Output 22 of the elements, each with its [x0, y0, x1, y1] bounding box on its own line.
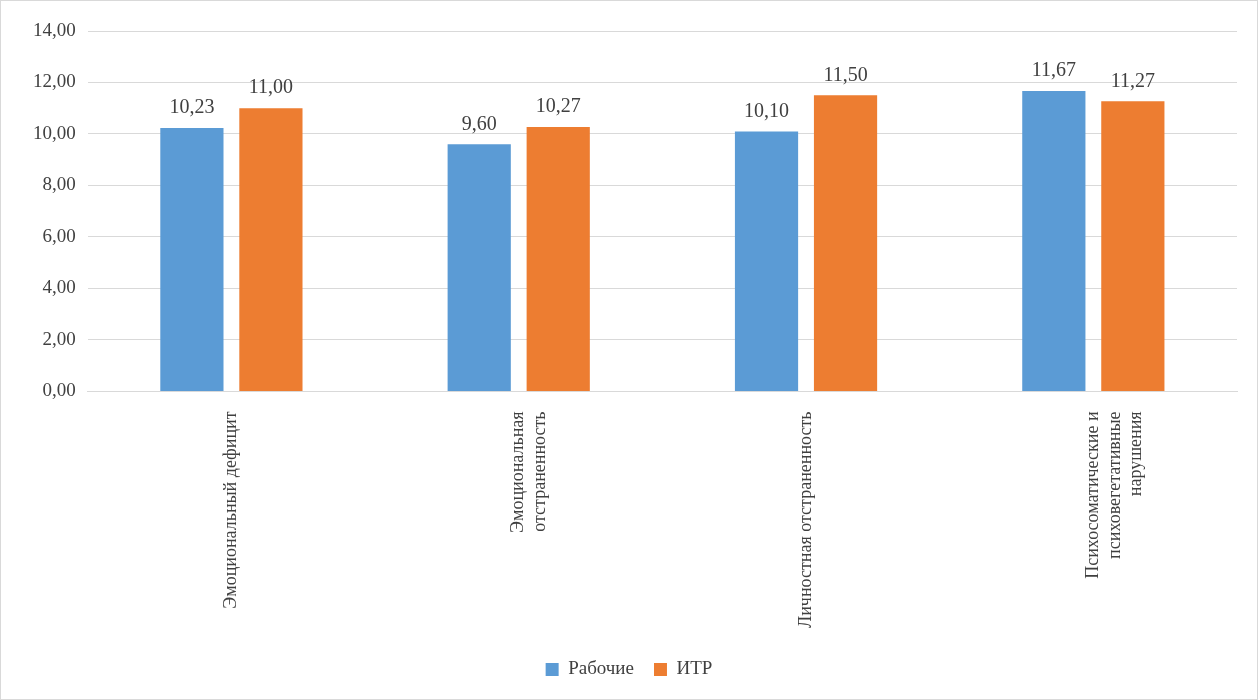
data-label: 11,67: [1031, 58, 1076, 81]
legend-label: Рабочие: [568, 657, 634, 679]
legend-label: ИТР: [676, 657, 713, 679]
y-tick-label: 12,00: [33, 70, 76, 92]
y-tick-label: 14,00: [33, 18, 76, 40]
data-label: 11,27: [1110, 68, 1155, 91]
x-tick-label: Психосоматические и психовегетативные нарушения: [1082, 411, 1146, 579]
data-label: 11,00: [248, 75, 294, 98]
x-tick-label: Эмоциональный дефицит: [220, 411, 241, 609]
data-label: 10,23: [169, 95, 215, 118]
data-label: 10,27: [535, 94, 581, 117]
y-tick-label: 2,00: [42, 327, 76, 349]
data-label: 10,10: [744, 98, 790, 121]
data-label: 11,50: [823, 62, 868, 85]
y-tick-label: 6,00: [42, 224, 76, 246]
y-tick-label: 8,00: [42, 173, 76, 195]
x-tick-label: Личностная отстраненность: [794, 411, 815, 628]
y-tick-label: 10,00: [33, 121, 76, 143]
data-label: 9,60: [461, 111, 497, 134]
x-tick-label: Эмоциональная отстраненность: [507, 411, 550, 533]
y-tick-label: 4,00: [42, 276, 76, 298]
y-tick-label: 0,00: [42, 379, 76, 401]
